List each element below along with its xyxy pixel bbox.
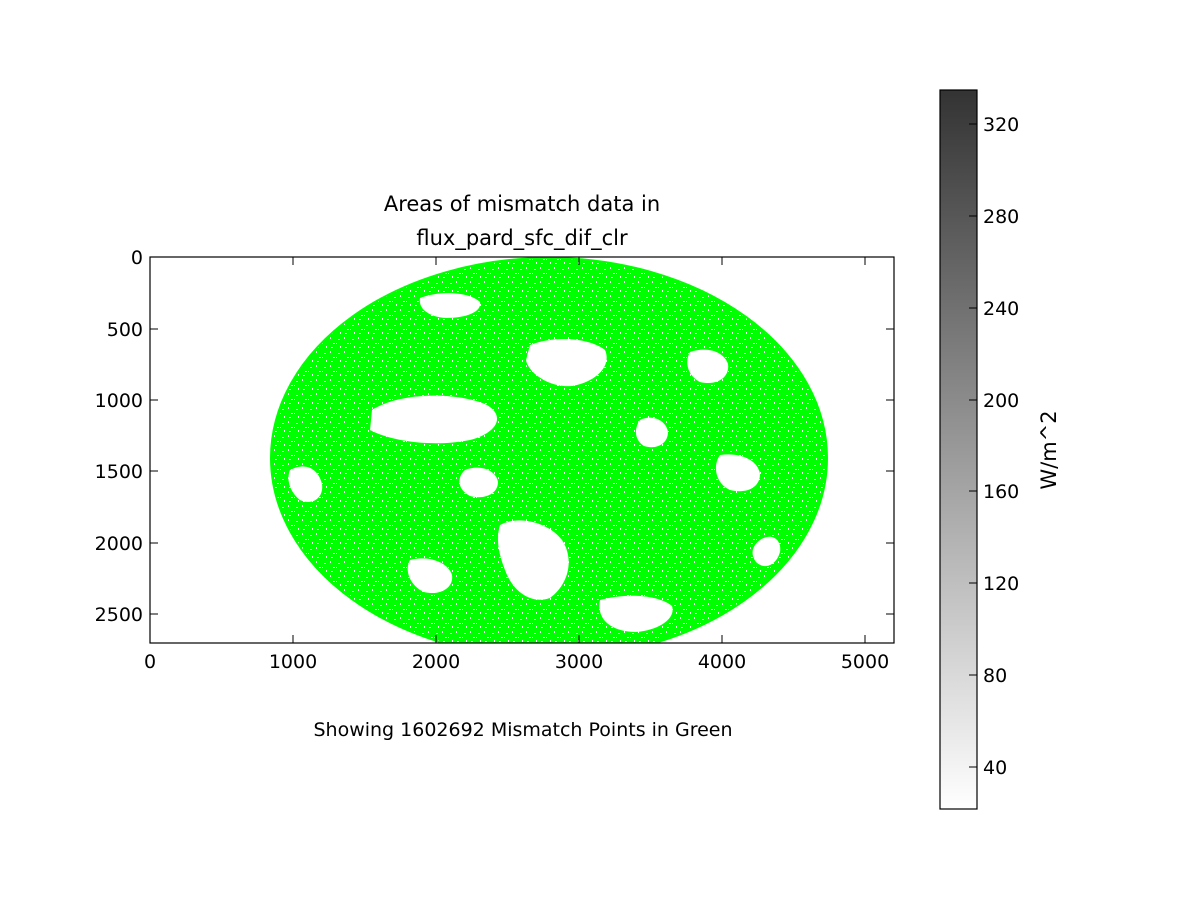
y-tick-label: 1500	[95, 461, 143, 483]
x-tick-label: 3000	[555, 651, 603, 673]
mismatch-limb	[270, 257, 828, 643]
colorbar-tick-marks	[969, 123, 977, 768]
y-tick-marks	[150, 328, 894, 615]
x-tick-label: 1000	[269, 651, 317, 673]
mismatch-caption: Showing 1602692 Mismatch Points in Green	[313, 719, 732, 741]
y-tick-label: 2000	[95, 533, 143, 555]
colorbar-tick-label: 200	[983, 390, 1019, 412]
x-tick-marks	[292, 257, 866, 643]
colorbar-tick-label: 280	[983, 206, 1019, 228]
chart-title-line1: Areas of mismatch data in	[384, 192, 660, 216]
mismatch-map	[270, 257, 828, 643]
colorbar-label: W/m^2	[1037, 410, 1061, 489]
colorbar-tick-label: 320	[983, 114, 1019, 136]
chart-title-line2: flux_pard_sfc_dif_clr	[416, 226, 628, 251]
x-tick-label: 5000	[841, 651, 889, 673]
colorbar-tick-label: 160	[983, 481, 1019, 503]
x-axis: 0 1000 2000 3000 4000 5000	[144, 257, 889, 673]
colorbar-tick-label: 40	[983, 757, 1007, 779]
plot-frame	[149, 256, 895, 644]
no-mismatch-gaps	[288, 293, 817, 632]
y-tick-label: 500	[107, 319, 143, 341]
colorbar-gradient	[939, 89, 978, 810]
colorbar-tick-label: 80	[983, 665, 1007, 687]
y-tick-label: 0	[131, 247, 143, 269]
x-tick-label: 2000	[412, 651, 460, 673]
y-tick-label: 2500	[95, 604, 143, 626]
y-axis: 0 500 1000 1500 2000 2500	[95, 247, 894, 626]
x-tick-label: 0	[144, 651, 156, 673]
colorbar: 40 80 120 160 200 240 280 320 W/m^2	[939, 89, 1061, 810]
x-tick-label: 4000	[698, 651, 746, 673]
y-tick-label: 1000	[95, 390, 143, 412]
mismatch-disk	[271, 258, 827, 643]
colorbar-tick-label: 240	[983, 298, 1019, 320]
colorbar-tick-label: 120	[983, 573, 1019, 595]
